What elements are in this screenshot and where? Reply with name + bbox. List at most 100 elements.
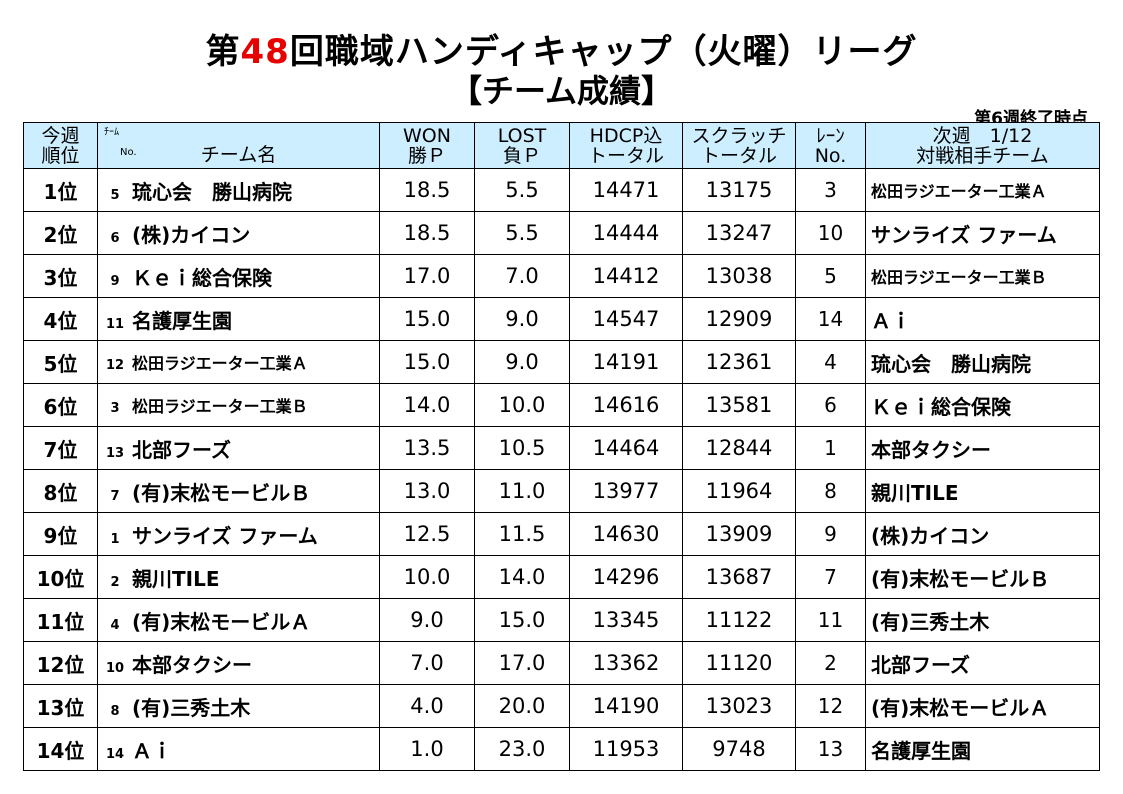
team-name: 松田ラジエーター工業Ａ [132, 354, 308, 373]
won-points-cell: 10.0 [379, 555, 475, 599]
lane-number-cell: 1 [795, 426, 866, 470]
title-prefix: 第 [205, 32, 241, 72]
won-points-cell: 12.5 [379, 512, 475, 556]
table-row: 11位 4 (有)末松モービルＡ 9.0 15.0 13345 11122 11 (有)三秀土木 [23, 598, 1100, 642]
table-row: 7位 13 北部フーズ 13.5 10.5 14464 12844 1 本部タクシー [23, 426, 1100, 470]
won-points-cell: 17.0 [379, 254, 475, 298]
title-suffix: 回職域ハンディキャップ（火曜）リーグ [289, 32, 918, 72]
team-number: 12 [105, 358, 125, 373]
next-opponent-cell: Ｋｅｉ総合保険 [865, 383, 1100, 427]
scratch-total-cell: 12361 [682, 340, 796, 384]
team-name: Ｋｅｉ総合保険 [132, 265, 272, 290]
lost-points-cell: 17.0 [474, 641, 570, 685]
hdcp-total-cell: 14616 [569, 383, 683, 427]
team-cell: 13 北部フーズ [97, 426, 380, 470]
lost-points-cell: 7.0 [474, 254, 570, 298]
lane-number-cell: 12 [795, 684, 866, 728]
col-team-header: ﾁｰﾑ No. チーム名 [97, 122, 380, 169]
page-title: 第48回職域ハンディキャップ（火曜）リーグ [0, 24, 1123, 73]
won-points-cell: 13.5 [379, 426, 475, 470]
scratch-total-cell: 12909 [682, 297, 796, 341]
next-opponent-cell: 松田ラジエーター工業Ｂ [865, 254, 1100, 298]
rank-cell: 9位 [23, 512, 98, 556]
scratch-total-cell: 11964 [682, 469, 796, 513]
team-cell: 5 琉心会 勝山病院 [97, 168, 380, 212]
next-opponent-cell: (株)カイコン [865, 512, 1100, 556]
team-number: 3 [110, 401, 120, 416]
lost-points-cell: 10.5 [474, 426, 570, 470]
table-row: 3位 9 Ｋｅｉ総合保険 17.0 7.0 14412 13038 5 松田ラジエーター工業Ｂ [23, 254, 1100, 298]
scratch-total-cell: 9748 [682, 727, 796, 771]
team-no-small-label-2: No. [120, 147, 137, 158]
hdcp-total-cell: 14296 [569, 555, 683, 599]
team-number: 2 [110, 574, 120, 590]
hdcp-total-cell: 14464 [569, 426, 683, 470]
team-name: 本部タクシー [132, 652, 252, 677]
rank-cell: 8位 [23, 469, 98, 513]
next-opponent-cell: 名護厚生園 [865, 727, 1100, 771]
col-lost-header: LOST 負Ｐ [474, 122, 570, 169]
team-cell: 14 Ａｉ [97, 727, 380, 771]
won-points-cell: 15.0 [379, 340, 475, 384]
rank-cell: 7位 [23, 426, 98, 470]
lane-number-cell: 5 [795, 254, 866, 298]
lane-number-cell: 3 [795, 168, 866, 212]
rank-cell: 14位 [23, 727, 98, 771]
lost-points-cell: 23.0 [474, 727, 570, 771]
lost-points-cell: 5.5 [474, 211, 570, 255]
won-points-cell: 18.5 [379, 211, 475, 255]
lost-points-cell: 11.0 [474, 469, 570, 513]
team-number: 8 [110, 703, 120, 719]
table-row: 9位 1 サンライズ ファーム 12.5 11.5 14630 13909 9 (株)カイコン [23, 512, 1100, 556]
table-row: 1位 5 琉心会 勝山病院 18.5 5.5 14471 13175 3 松田ラジエーター工業Ａ [23, 168, 1100, 212]
lane-number-cell: 6 [795, 383, 866, 427]
scratch-total-cell: 11122 [682, 598, 796, 642]
scratch-total-cell: 13581 [682, 383, 796, 427]
rank-cell: 2位 [23, 211, 98, 255]
lost-points-cell: 10.0 [474, 383, 570, 427]
hdcp-total-cell: 11953 [569, 727, 683, 771]
team-name: 親川TILE [132, 566, 220, 591]
scratch-total-cell: 13023 [682, 684, 796, 728]
won-points-cell: 7.0 [379, 641, 475, 685]
next-opponent-cell: 北部フーズ [865, 641, 1100, 685]
lane-number-cell: 2 [795, 641, 866, 685]
lane-number-cell: 11 [795, 598, 866, 642]
scratch-total-cell: 13687 [682, 555, 796, 599]
lane-number-cell: 4 [795, 340, 866, 384]
team-name: Ａｉ [132, 738, 172, 763]
team-number: 14 [105, 746, 125, 762]
team-number: 10 [105, 660, 125, 676]
hdcp-total-cell: 14444 [569, 211, 683, 255]
header-row: 今週 順位 ﾁｰﾑ No. チーム名 WON 勝Ｐ LOST 負Ｐ HDCP込 トータル… [23, 122, 1100, 169]
won-points-cell: 14.0 [379, 383, 475, 427]
rank-cell: 10位 [23, 555, 98, 599]
next-opponent-cell: 親川TILE [865, 469, 1100, 513]
col-won-header: WON 勝Ｐ [379, 122, 475, 169]
table-row: 10位 2 親川TILE 10.0 14.0 14296 13687 7 (有)末松モービルＢ [23, 555, 1100, 599]
team-name: 琉心会 勝山病院 [132, 179, 292, 204]
won-points-cell: 15.0 [379, 297, 475, 341]
team-number: 4 [110, 617, 120, 633]
rank-cell: 11位 [23, 598, 98, 642]
page-subtitle: 【チーム成績】 [449, 72, 674, 110]
hdcp-total-cell: 14547 [569, 297, 683, 341]
scratch-total-cell: 13909 [682, 512, 796, 556]
team-cell: 8 (有)三秀土木 [97, 684, 380, 728]
title-league-number: 48 [240, 32, 290, 72]
team-name: (有)末松モービルＢ [132, 480, 311, 505]
standings-table: 今週 順位 ﾁｰﾑ No. チーム名 WON 勝Ｐ LOST 負Ｐ HDCP込 トータル… [23, 122, 1100, 771]
lane-number-cell: 7 [795, 555, 866, 599]
next-opponent-cell: 松田ラジエーター工業Ａ [865, 168, 1100, 212]
table-row: 8位 7 (有)末松モービルＢ 13.0 11.0 13977 11964 8 親川TILE [23, 469, 1100, 513]
table-row: 4位 11 名護厚生園 15.0 9.0 14547 12909 14 Ａｉ [23, 297, 1100, 341]
scratch-total-cell: 11120 [682, 641, 796, 685]
lane-number-cell: 9 [795, 512, 866, 556]
lost-points-cell: 9.0 [474, 297, 570, 341]
lost-points-cell: 9.0 [474, 340, 570, 384]
rank-cell: 5位 [23, 340, 98, 384]
team-number: 6 [110, 230, 120, 246]
lost-points-cell: 14.0 [474, 555, 570, 599]
table-row: 14位 14 Ａｉ 1.0 23.0 11953 9748 13 名護厚生園 [23, 727, 1100, 771]
team-cell: 3 松田ラジエーター工業Ｂ [97, 383, 380, 427]
